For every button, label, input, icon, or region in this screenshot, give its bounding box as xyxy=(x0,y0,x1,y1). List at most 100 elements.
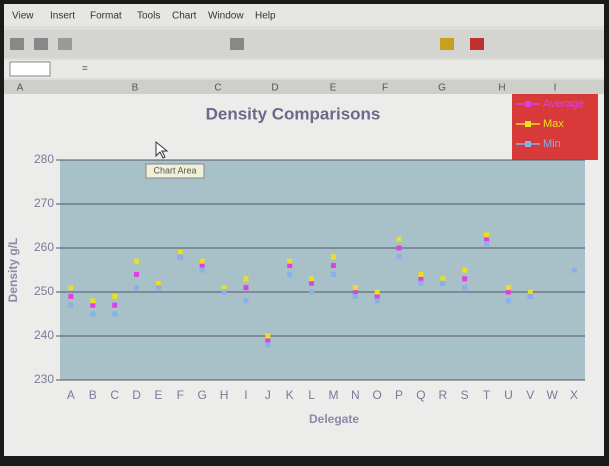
data-point xyxy=(484,232,489,237)
x-axis-label: Delegate xyxy=(309,412,359,426)
data-point xyxy=(418,281,423,286)
data-point xyxy=(178,250,183,255)
data-point xyxy=(418,272,423,277)
toolbar-icon[interactable] xyxy=(34,38,48,50)
data-point xyxy=(90,298,95,303)
column-header: G xyxy=(438,83,446,94)
x-tick-label: Q xyxy=(416,388,425,402)
data-point xyxy=(287,263,292,268)
x-tick-label: C xyxy=(110,388,119,402)
data-point xyxy=(287,272,292,277)
column-header: I xyxy=(554,83,557,94)
data-point xyxy=(331,254,336,259)
data-point xyxy=(462,276,467,281)
y-tick-label: 250 xyxy=(34,284,54,298)
toolbar-icon[interactable] xyxy=(470,38,484,50)
data-point xyxy=(200,263,205,268)
legend-label: Average xyxy=(543,98,584,110)
x-tick-label: L xyxy=(308,388,315,402)
x-tick-label: B xyxy=(89,388,97,402)
y-tick-label: 240 xyxy=(34,328,54,342)
data-point xyxy=(243,285,248,290)
y-tick-label: 280 xyxy=(34,152,54,166)
x-tick-label: H xyxy=(220,388,229,402)
x-tick-label: X xyxy=(570,388,578,402)
x-tick-label: S xyxy=(461,388,469,402)
column-header: H xyxy=(498,83,505,94)
data-point xyxy=(375,294,380,299)
data-point xyxy=(68,303,73,308)
data-point xyxy=(156,285,161,290)
x-tick-label: O xyxy=(373,388,382,402)
data-point xyxy=(243,276,248,281)
legend-label: Min xyxy=(543,138,561,150)
data-point xyxy=(375,298,380,303)
menu-item[interactable]: Format xyxy=(90,11,122,22)
x-tick-label: K xyxy=(286,388,294,402)
x-tick-label: V xyxy=(526,388,534,402)
x-tick-label: P xyxy=(395,388,403,402)
data-point xyxy=(222,290,227,295)
data-point xyxy=(484,237,489,242)
legend-marker xyxy=(525,101,531,107)
data-point xyxy=(353,294,358,299)
toolbar-icon[interactable] xyxy=(58,38,72,50)
data-point xyxy=(112,303,117,308)
column-header: F xyxy=(382,83,388,94)
data-point xyxy=(331,263,336,268)
y-axis-label: Density g/L xyxy=(6,238,20,303)
menu-item[interactable]: Insert xyxy=(50,11,75,22)
data-point xyxy=(440,281,445,286)
data-point xyxy=(265,338,270,343)
toolbar-icon[interactable] xyxy=(10,38,24,50)
data-point xyxy=(134,259,139,264)
screen: = Density Comparisons Delegate Density g… xyxy=(0,0,609,461)
legend-label: Max xyxy=(543,118,564,130)
data-point xyxy=(397,246,402,251)
x-tick-label: I xyxy=(244,388,247,402)
data-point xyxy=(440,276,445,281)
column-header: A xyxy=(17,83,24,94)
x-tick-label: M xyxy=(328,388,338,402)
menu-item[interactable]: Tools xyxy=(137,11,160,22)
formula-bar xyxy=(4,60,604,78)
data-point xyxy=(265,342,270,347)
menu-item[interactable]: Chart xyxy=(172,11,197,22)
data-point xyxy=(462,268,467,273)
x-tick-label: F xyxy=(177,388,184,402)
toolbar-icon[interactable] xyxy=(440,38,454,50)
data-point xyxy=(375,290,380,295)
data-point xyxy=(68,294,73,299)
menu-item[interactable]: View xyxy=(12,11,34,22)
x-tick-label: A xyxy=(67,388,75,402)
data-point xyxy=(156,281,161,286)
data-point xyxy=(309,281,314,286)
y-tick-label: 270 xyxy=(34,196,54,210)
data-point xyxy=(112,312,117,317)
x-tick-label: R xyxy=(438,388,447,402)
data-point xyxy=(484,241,489,246)
data-point xyxy=(178,254,183,259)
x-tick-label: J xyxy=(265,388,271,402)
data-point xyxy=(331,272,336,277)
data-point xyxy=(287,259,292,264)
x-tick-label: T xyxy=(483,388,491,402)
menu-item[interactable]: Help xyxy=(255,11,276,22)
toolbar xyxy=(4,30,604,58)
data-point xyxy=(528,294,533,299)
data-point xyxy=(506,290,511,295)
data-point xyxy=(200,259,205,264)
column-header: B xyxy=(132,83,139,94)
name-box[interactable] xyxy=(10,62,50,76)
data-point xyxy=(418,276,423,281)
tooltip: Chart Area xyxy=(153,165,196,175)
y-tick-label: 230 xyxy=(34,372,54,386)
toolbar-icon[interactable] xyxy=(230,38,244,50)
legend-marker xyxy=(525,121,531,127)
data-point xyxy=(353,290,358,295)
data-point xyxy=(200,268,205,273)
y-tick-label: 260 xyxy=(34,240,54,254)
data-point xyxy=(134,285,139,290)
data-point xyxy=(309,276,314,281)
menu-item[interactable]: Window xyxy=(208,11,244,22)
